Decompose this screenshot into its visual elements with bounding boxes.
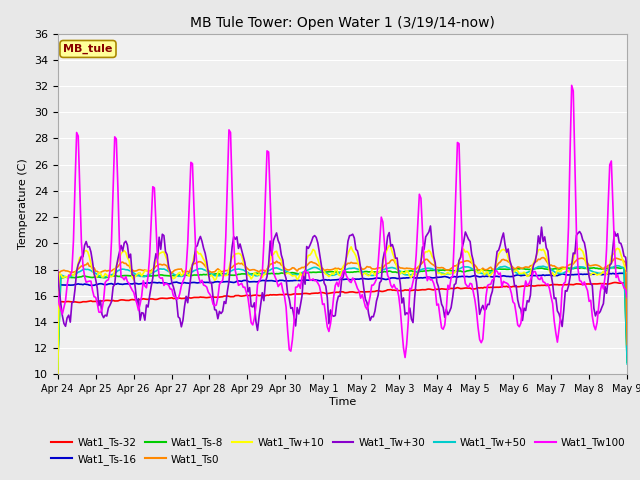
Wat1_Tw+50 [623,361,631,367]
Line: Wat1_Ts-8: Wat1_Ts-8 [58,267,627,369]
Wat1_Tw+30 [623,268,631,274]
Wat1_Ts-32 [623,354,631,360]
Wat1_Tw+50 [614,263,621,269]
Wat1_Ts-16 [243,277,250,283]
Wat1_Tw+30 [252,319,260,324]
Wat1_Ts0 [124,263,131,268]
Wat1_Tw+50 [124,267,131,273]
Wat1_Tw100 [223,182,231,188]
Wat1_Ts0 [303,263,310,268]
Wat1_Ts-32 [303,290,310,296]
Wat1_Ts0 [223,268,231,274]
Wat1_Ts-16 [124,281,131,287]
Wat1_Tw+10 [593,272,601,278]
Wat1_Ts-16 [591,271,599,277]
X-axis label: Time: Time [329,397,356,407]
Wat1_Tw+30 [595,311,602,316]
Wat1_Ts-8 [54,366,61,372]
Wat1_Tw+10 [54,387,61,393]
Wat1_Tw+30 [223,288,231,294]
Wat1_Ts-16 [223,279,231,285]
Wat1_Tw+10 [252,271,260,277]
Wat1_Ts0 [623,342,631,348]
Wat1_Tw+50 [223,270,231,276]
Wat1_Ts-16 [623,348,631,354]
Wat1_Ts0 [243,264,250,270]
Title: MB Tule Tower: Open Water 1 (3/19/14-now): MB Tule Tower: Open Water 1 (3/19/14-now… [190,16,495,30]
Wat1_Tw100 [623,295,631,300]
Line: Wat1_Tw+50: Wat1_Tw+50 [58,266,627,367]
Wat1_Tw+50 [252,273,260,279]
Wat1_Ts-32 [252,292,260,298]
Wat1_Tw+30 [243,271,250,276]
Wat1_Tw100 [54,289,61,295]
Wat1_Ts-32 [243,292,250,298]
Wat1_Tw+10 [623,268,631,274]
Wat1_Ts-32 [124,298,131,303]
Y-axis label: Temperature (C): Temperature (C) [18,158,28,250]
Wat1_Ts-16 [252,279,260,285]
Line: Wat1_Ts0: Wat1_Ts0 [58,258,627,350]
Wat1_Ts-8 [243,271,250,277]
Wat1_Ts-8 [223,271,231,277]
Wat1_Tw+30 [305,246,312,252]
Wat1_Tw+50 [591,270,599,276]
Wat1_Ts-32 [223,293,231,299]
Wat1_Tw100 [401,355,409,360]
Wat1_Tw+50 [303,268,310,274]
Wat1_Ts-32 [611,280,618,286]
Wat1_Ts-8 [623,360,631,365]
Wat1_Tw+30 [253,327,261,333]
Wat1_Tw+30 [427,223,435,229]
Wat1_Tw+30 [54,267,61,273]
Wat1_Tw100 [595,305,602,311]
Line: Wat1_Tw+10: Wat1_Tw+10 [58,245,627,390]
Text: MB_tule: MB_tule [63,44,113,54]
Wat1_Ts-32 [54,367,61,373]
Wat1_Ts-8 [124,273,131,278]
Wat1_Ts-8 [303,270,310,276]
Wat1_Tw100 [303,270,310,276]
Wat1_Ts-8 [591,265,599,271]
Wat1_Tw+10 [223,272,231,278]
Wat1_Tw+10 [124,255,131,261]
Wat1_Tw+10 [243,268,250,274]
Wat1_Ts0 [54,348,61,353]
Wat1_Tw100 [243,290,250,296]
Wat1_Tw100 [568,83,575,88]
Wat1_Ts-32 [591,281,599,287]
Wat1_Ts-8 [607,264,615,270]
Line: Wat1_Tw100: Wat1_Tw100 [58,85,627,358]
Wat1_Ts-16 [619,270,627,276]
Wat1_Ts-16 [303,277,310,283]
Wat1_Tw+50 [243,269,250,275]
Wat1_Tw+10 [303,257,310,263]
Line: Wat1_Ts-32: Wat1_Ts-32 [58,283,627,370]
Wat1_Ts-16 [54,355,61,361]
Wat1_Ts0 [540,255,547,261]
Legend: Wat1_Ts-32, Wat1_Ts-16, Wat1_Ts-8, Wat1_Ts0, Wat1_Tw+10, Wat1_Tw+30, Wat1_Tw+50,: Wat1_Ts-32, Wat1_Ts-16, Wat1_Ts-8, Wat1_… [51,438,625,465]
Wat1_Ts0 [593,262,601,268]
Line: Wat1_Ts-16: Wat1_Ts-16 [58,273,627,358]
Wat1_Tw+10 [385,242,393,248]
Wat1_Ts0 [252,268,260,274]
Wat1_Tw100 [124,279,131,285]
Wat1_Tw+30 [124,242,131,248]
Wat1_Tw100 [252,303,260,309]
Line: Wat1_Tw+30: Wat1_Tw+30 [58,226,627,330]
Wat1_Ts-8 [252,270,260,276]
Wat1_Tw+50 [54,364,61,370]
